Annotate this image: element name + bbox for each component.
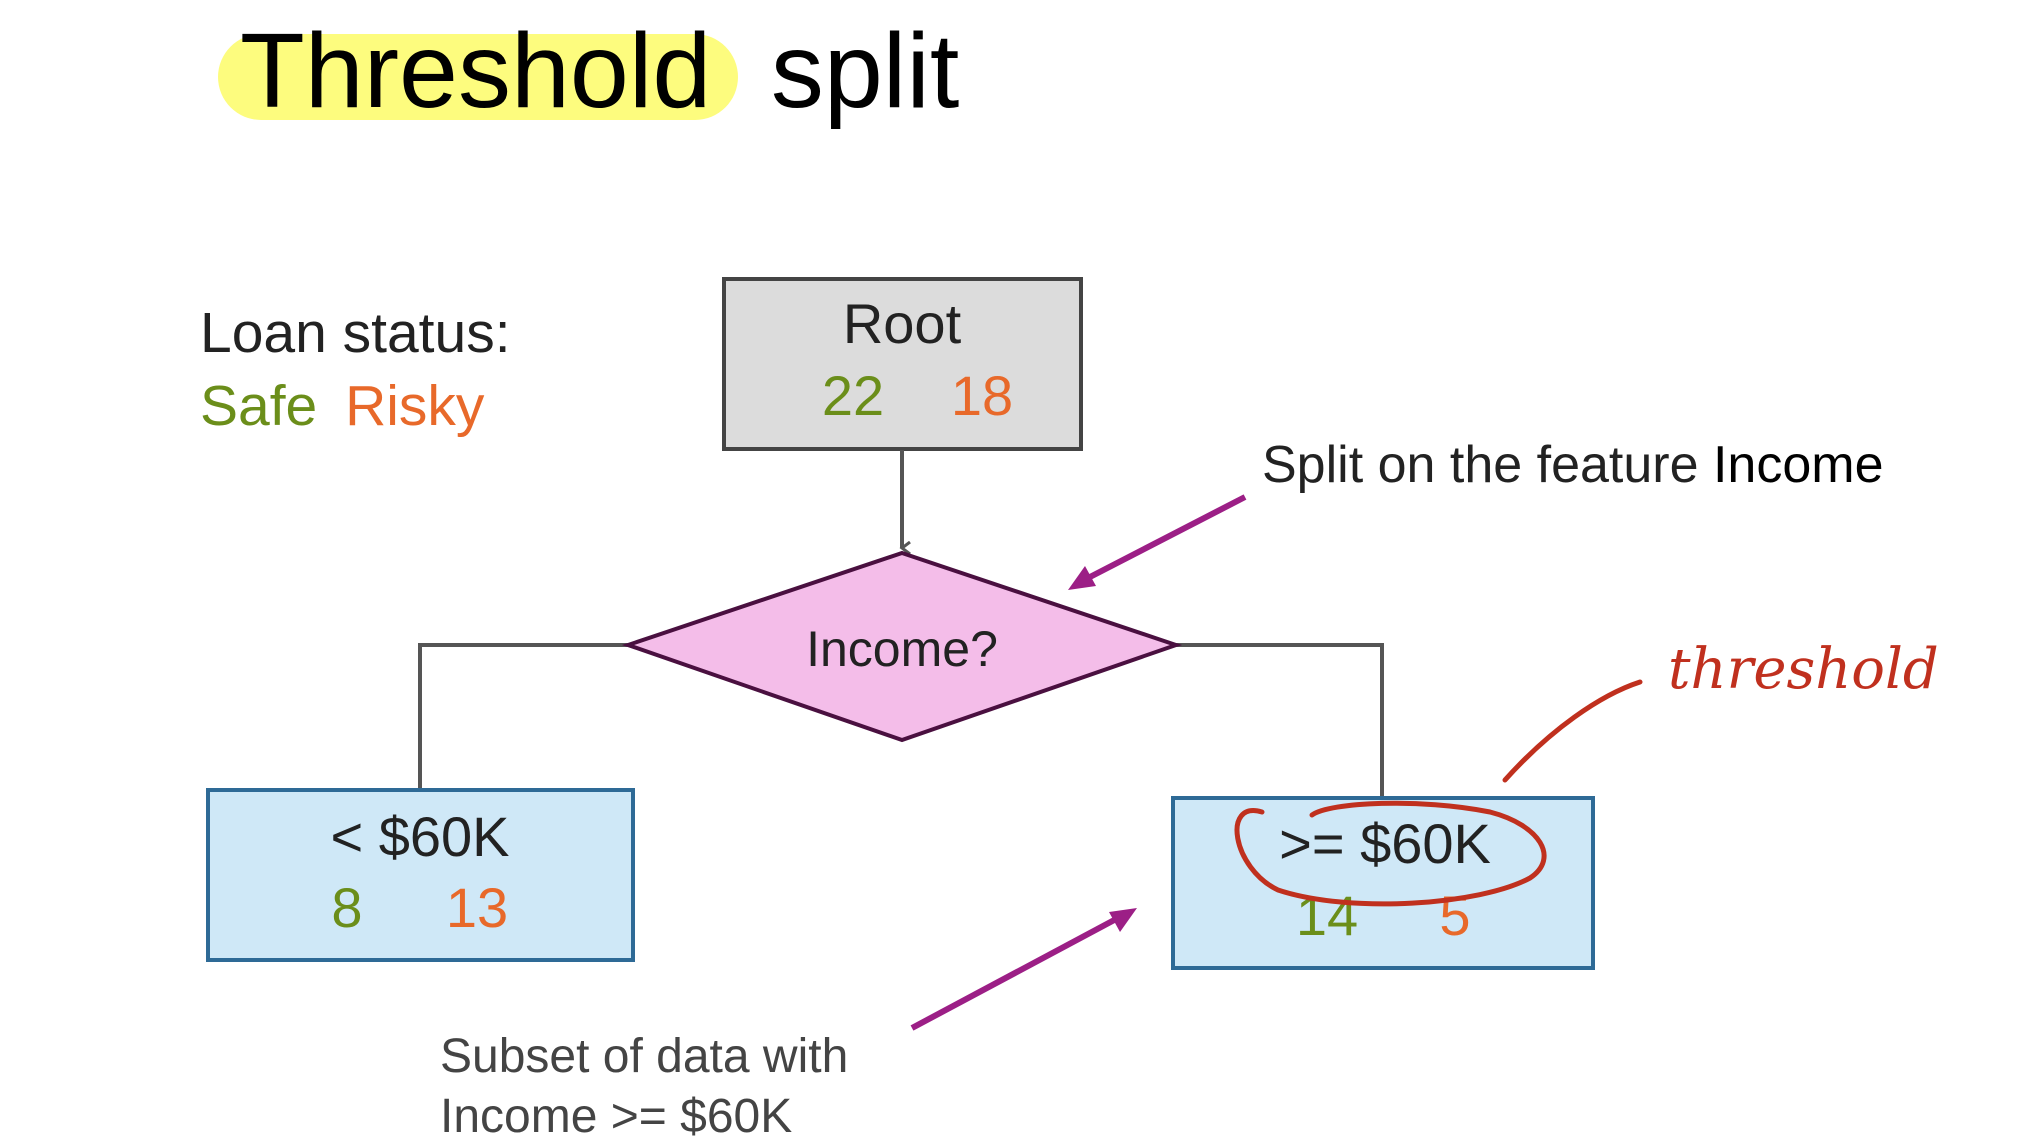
title-highlighted-word: Threshold bbox=[240, 12, 711, 130]
decision-label: Income? bbox=[806, 621, 998, 677]
right-leaf-risky-count: 5 bbox=[1439, 884, 1470, 947]
legend-safe: Safe bbox=[200, 374, 317, 438]
root-node: Root 22 18 bbox=[722, 277, 1083, 451]
title-highlight bbox=[218, 34, 738, 120]
left-leaf-risky-count: 13 bbox=[446, 876, 508, 939]
handwritten-annotation: threshold bbox=[1234, 637, 1939, 907]
legend-values: Safe Risky bbox=[200, 374, 485, 438]
subset-annotation-line1: Subset of data with bbox=[440, 1030, 848, 1083]
left-branch-connector bbox=[418, 643, 628, 790]
right-branch-connector bbox=[1176, 643, 1384, 798]
split-annotation: Split on the feature Income bbox=[1262, 436, 1884, 494]
split-annotation-feature: Income bbox=[1713, 436, 1884, 494]
legend-risky: Risky bbox=[345, 374, 485, 438]
left-leaf-safe-count: 8 bbox=[331, 876, 362, 939]
split-pointer-arrow bbox=[1068, 494, 1247, 590]
subset-pointer-arrow bbox=[910, 908, 1137, 1031]
title-rest: split bbox=[771, 12, 960, 130]
left-leaf-label: < $60K bbox=[330, 805, 509, 868]
page-title: Threshold split bbox=[240, 12, 959, 130]
split-annotation-prefix: Split on the feature bbox=[1262, 436, 1713, 494]
handwritten-threshold-label: threshold bbox=[1668, 637, 1939, 702]
handwritten-stroke bbox=[1502, 679, 1643, 783]
root-label: Root bbox=[843, 292, 962, 355]
root-risky-count: 18 bbox=[951, 364, 1013, 427]
subset-annotation-line2: Income >= $60K bbox=[440, 1090, 792, 1140]
handwritten-circle bbox=[1234, 800, 1547, 907]
right-leaf-label: >= $60K bbox=[1279, 812, 1491, 875]
root-safe-count: 22 bbox=[822, 364, 884, 427]
left-leaf-node: < $60K 8 13 bbox=[206, 788, 635, 962]
right-leaf-safe-count: 14 bbox=[1296, 884, 1358, 947]
decision-node: Income? bbox=[621, 550, 1183, 743]
legend-heading: Loan status: bbox=[200, 301, 511, 365]
